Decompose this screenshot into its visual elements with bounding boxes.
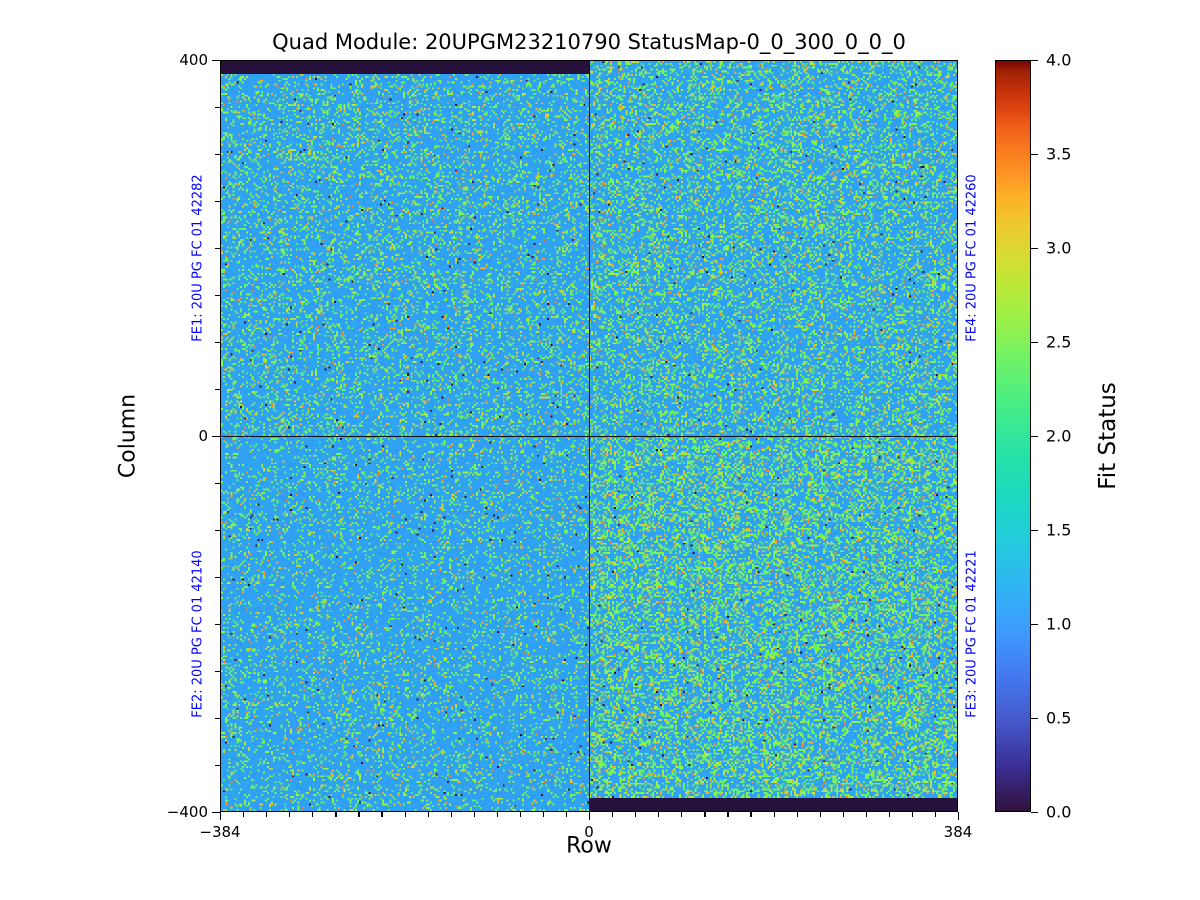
x-tick-minor — [773, 812, 775, 817]
x-tick-minor — [473, 812, 475, 817]
y-tick-major — [212, 60, 220, 62]
y-tick-minor — [215, 624, 220, 626]
y-axis-label: Column — [115, 393, 141, 479]
annotation-fe2: FE2: 20U PG FC 01 42140 — [190, 550, 206, 718]
colorbar-tick-label: 0.5 — [1046, 708, 1072, 728]
x-tick-major — [958, 812, 960, 820]
x-tick-minor — [519, 812, 521, 817]
quadrant-fe1-pixels — [221, 61, 589, 436]
x-tick-minor — [704, 812, 706, 817]
annotation-fe1: FE1: 20U PG FC 01 42282 — [190, 174, 206, 342]
x-tick-minor — [243, 812, 245, 817]
x-tick-minor — [635, 812, 637, 817]
x-tick-minor — [289, 812, 291, 817]
x-tick-minor — [542, 812, 545, 817]
y-tick-minor — [215, 389, 220, 391]
colorbar-tick-label: 3.5 — [1046, 144, 1072, 164]
x-tick-minor — [681, 812, 683, 817]
y-tick-major — [212, 436, 220, 438]
x-tick-minor — [796, 812, 798, 817]
x-tick-minor — [358, 812, 360, 817]
annotation-fe4: FE4: 20U PG FC 01 42260 — [964, 174, 980, 342]
quadrant-fe1-masked-band — [221, 61, 589, 74]
x-tick-minor — [335, 812, 337, 817]
colorbar-label: Fit Status — [1095, 382, 1121, 490]
x-tick-minor — [819, 812, 821, 817]
colorbar-tick — [1031, 624, 1038, 626]
colorbar-tick-label: 4.0 — [1046, 50, 1072, 70]
colorbar-tick-label: 1.0 — [1046, 614, 1072, 634]
y-tick-label: 0 — [198, 427, 208, 445]
y-tick-minor — [215, 248, 220, 250]
quadrant-fe4 — [589, 61, 957, 436]
y-tick-minor — [215, 154, 220, 156]
quadrant-fe3-masked-band — [589, 798, 957, 811]
x-tick-minor — [612, 812, 614, 817]
quadrant-fe3-pixels — [589, 436, 957, 811]
y-tick-minor — [215, 483, 220, 485]
colorbar-tick — [1031, 718, 1038, 720]
quadrant-fe4-pixels — [589, 61, 957, 436]
x-tick-major — [220, 812, 222, 820]
x-tick-label: −384 — [199, 823, 241, 841]
x-tick-label: 384 — [943, 823, 973, 841]
y-tick-minor — [215, 671, 220, 673]
y-tick-label: 400 — [179, 51, 208, 69]
colorbar-tick — [1031, 154, 1038, 156]
quadrant-fe2 — [221, 436, 589, 811]
x-tick-minor — [404, 812, 406, 817]
annotation-fe3: FE3: 20U PG FC 01 42221 — [964, 550, 980, 718]
x-tick-minor — [565, 812, 568, 817]
y-tick-minor — [215, 107, 220, 109]
y-tick-minor — [215, 718, 220, 720]
x-tick-minor — [888, 812, 890, 817]
colorbar-tick-label: 0.0 — [1046, 802, 1072, 822]
colorbar-tick — [1031, 436, 1038, 438]
x-tick-minor — [865, 812, 867, 817]
y-tick-label: −400 — [166, 803, 208, 821]
x-tick-minor — [312, 812, 314, 817]
quadrant-fe2-pixels — [221, 436, 589, 811]
x-tick-minor — [450, 812, 452, 817]
x-tick-minor — [727, 812, 729, 817]
y-tick-minor — [215, 530, 220, 532]
quadrant-fe1 — [221, 61, 589, 436]
statusmap-heatmap-axes — [220, 60, 958, 812]
colorbar-tick-label: 2.0 — [1046, 426, 1072, 446]
colorbar-tick-label: 3.0 — [1046, 238, 1072, 258]
y-tick-minor — [215, 201, 220, 203]
x-tick-minor — [658, 812, 660, 817]
x-tick-minor — [427, 812, 429, 817]
x-tick-label: 0 — [584, 823, 594, 841]
x-tick-minor — [266, 812, 268, 817]
x-tick-minor — [934, 812, 937, 817]
colorbar-tick — [1031, 342, 1038, 344]
colorbar-tick — [1031, 60, 1038, 62]
page-title: Quad Module: 20UPGM23210790 StatusMap-0_… — [272, 30, 906, 54]
y-tick-minor — [215, 342, 220, 344]
y-tick-minor — [215, 295, 220, 297]
colorbar-tick — [1031, 248, 1038, 250]
colorbar — [995, 60, 1031, 812]
colorbar-tick-label: 1.5 — [1046, 520, 1072, 540]
colorbar-tick-label: 2.5 — [1046, 332, 1072, 352]
x-axis-label: Row — [566, 833, 612, 859]
y-tick-major — [212, 812, 220, 814]
colorbar-tick — [1031, 812, 1038, 814]
y-tick-minor — [215, 765, 220, 767]
chip-divider-horizontal — [221, 436, 957, 437]
y-tick-minor — [215, 577, 220, 579]
x-tick-minor — [911, 812, 914, 817]
x-tick-major — [589, 812, 591, 820]
quadrant-fe3 — [589, 436, 957, 811]
x-tick-minor — [750, 812, 752, 817]
x-tick-minor — [842, 812, 844, 817]
x-tick-minor — [496, 812, 498, 817]
x-tick-minor — [381, 812, 383, 817]
colorbar-tick — [1031, 530, 1038, 532]
